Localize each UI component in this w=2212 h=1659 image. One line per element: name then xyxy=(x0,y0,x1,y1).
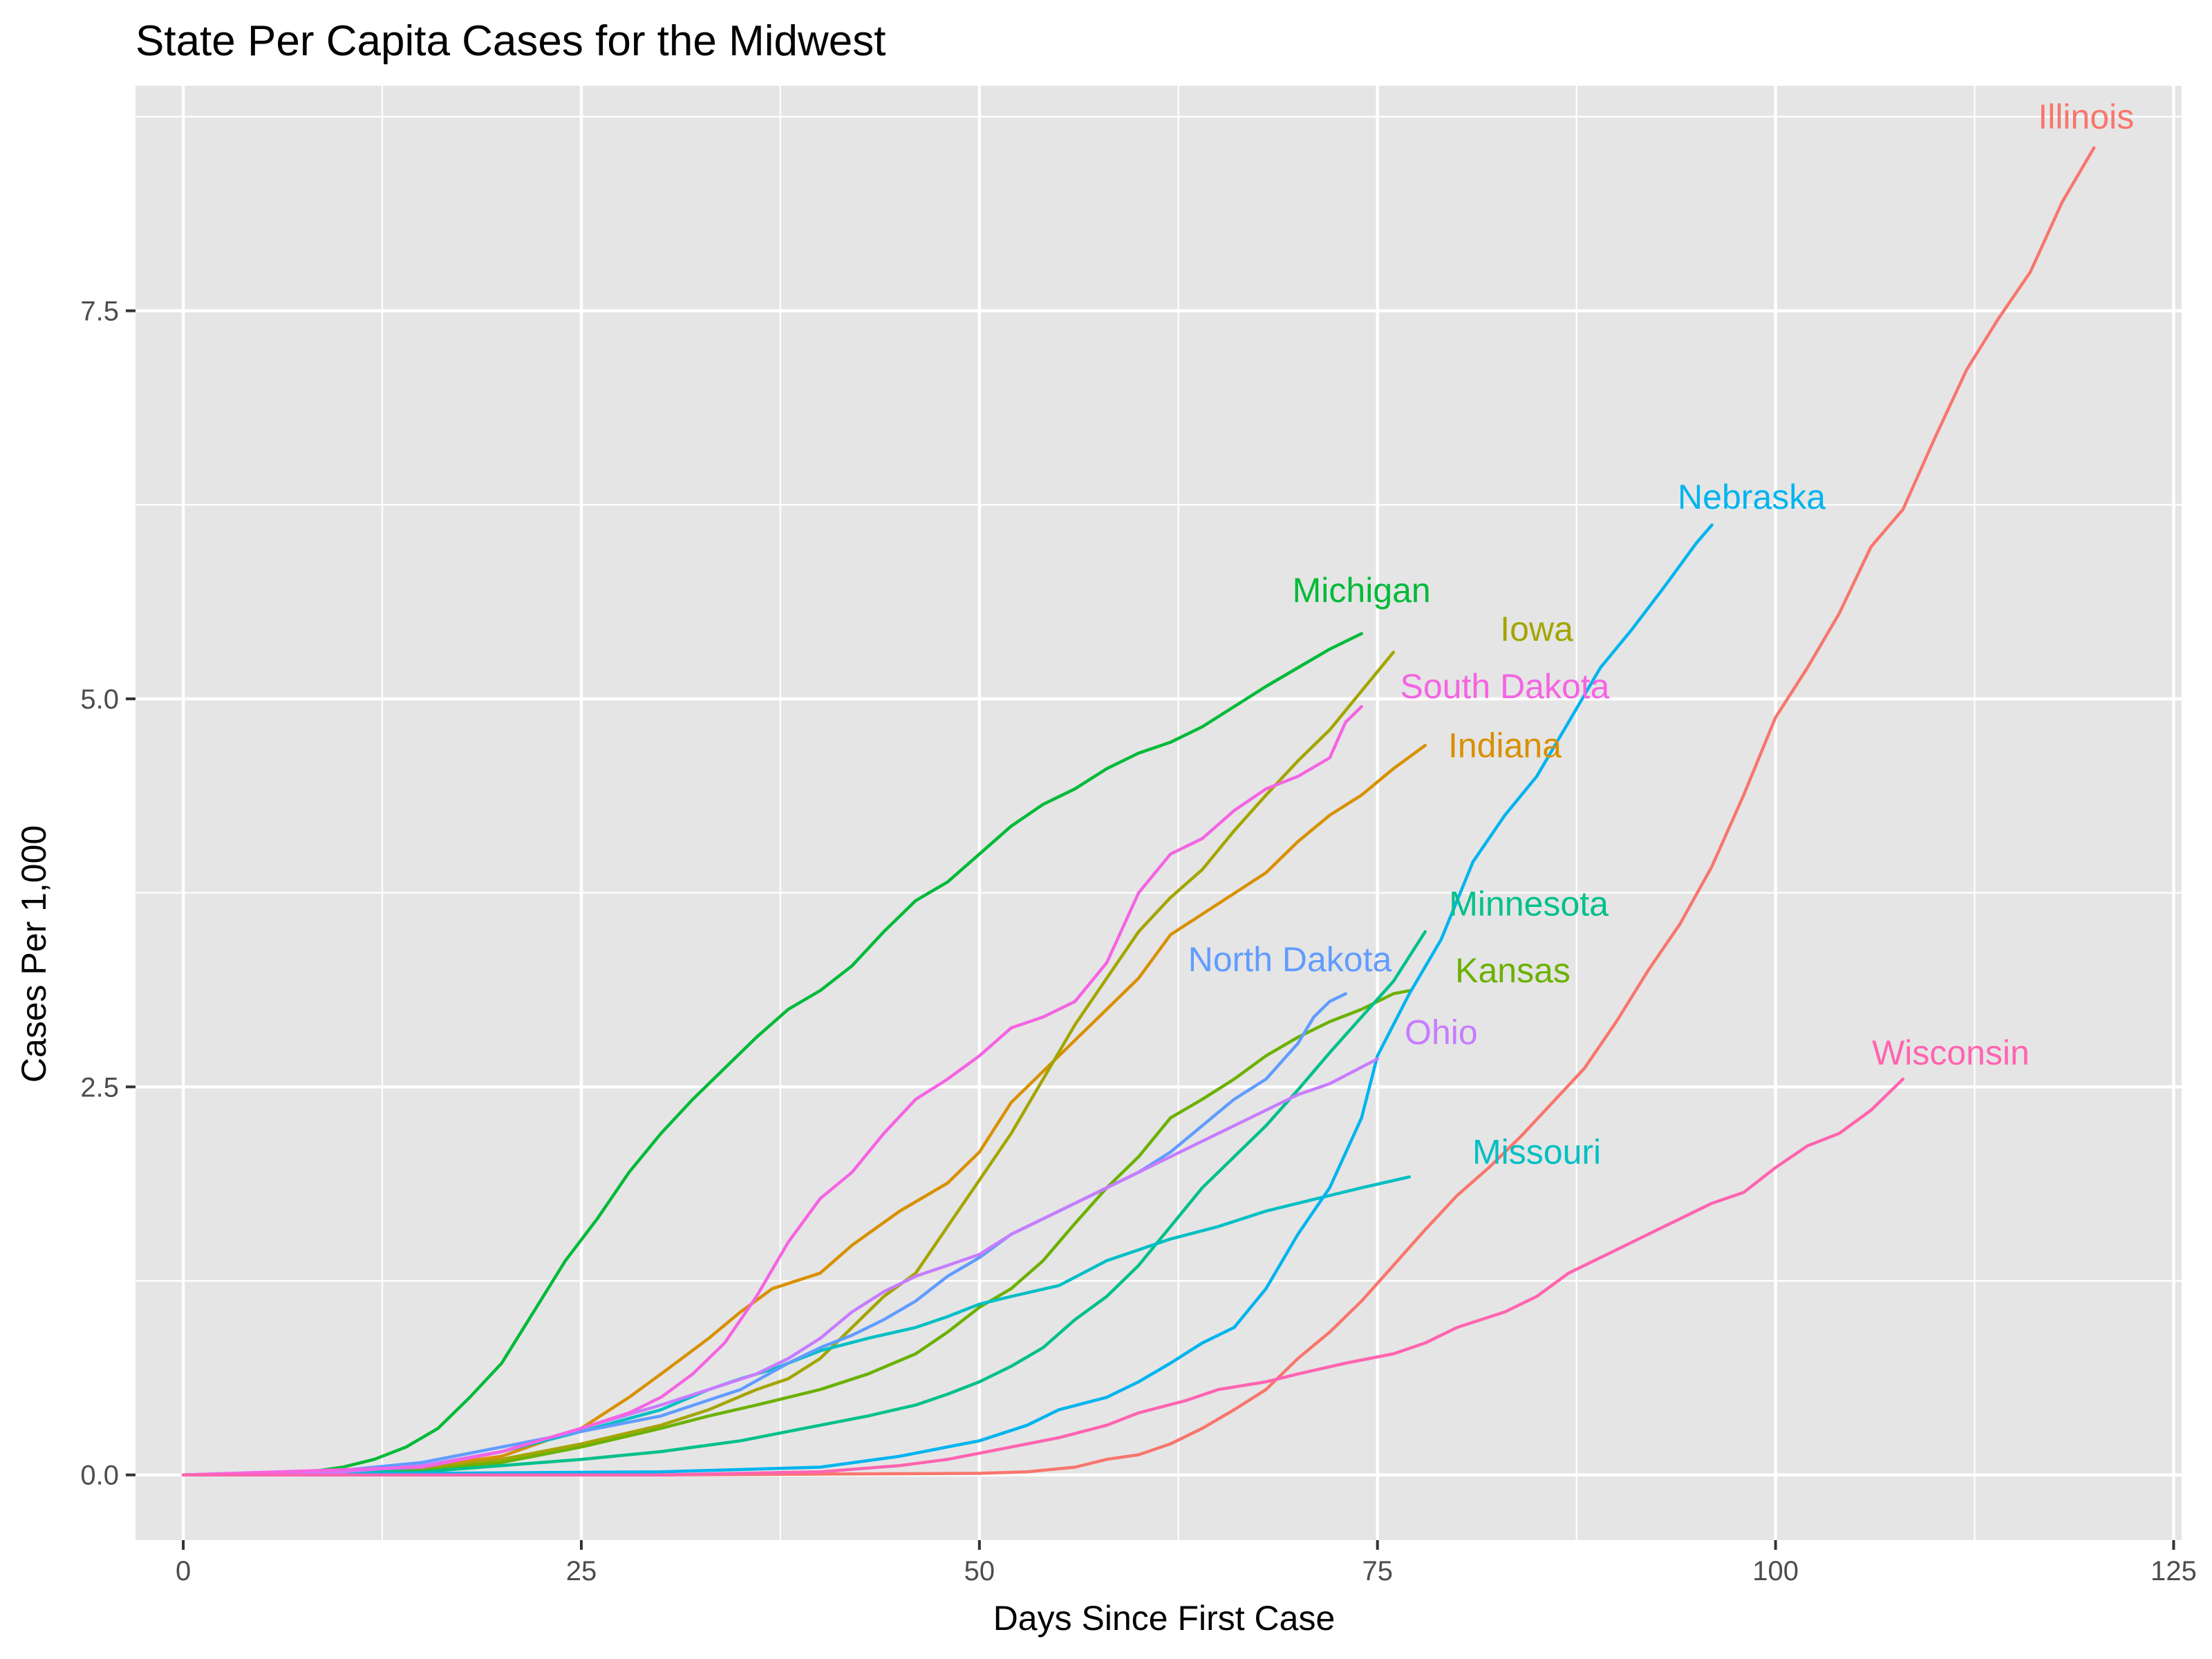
series-line-iowa xyxy=(181,650,1396,1477)
plot-panel xyxy=(135,86,2182,1540)
series-line-kansas xyxy=(181,988,1412,1477)
series-lines xyxy=(181,146,2096,1477)
grid-lines xyxy=(135,86,2182,1540)
series-label-michigan: Michigan xyxy=(1293,571,1431,610)
chart-title: State Per Capita Cases for the Midwest xyxy=(135,17,885,65)
series-labels: Illinois Indiana Iowa Kansas Michigan Minneso… xyxy=(1188,97,2135,1172)
series-label-nebraska: Nebraska xyxy=(1678,478,1826,516)
x-tick-label: 75 xyxy=(1362,1556,1393,1586)
series-label-north-dakota: North Dakota xyxy=(1188,940,1392,979)
x-tick-label: 125 xyxy=(2150,1556,2197,1586)
series-line-north-dakota xyxy=(181,992,1347,1477)
series-label-missouri: Missouri xyxy=(1472,1133,1601,1172)
series-label-indiana: Indiana xyxy=(1448,726,1562,765)
axis-tick-labels: 0 25 50 75 100 125 0.0 2.5 5.0 7.5 xyxy=(80,297,2196,1586)
x-tick-label: 50 xyxy=(964,1556,995,1586)
y-axis-title: Cases Per 1,000 xyxy=(15,825,53,1082)
y-tick-label: 0.0 xyxy=(80,1461,119,1491)
series-label-minnesota: Minnesota xyxy=(1449,884,1609,923)
series-line-nebraska xyxy=(181,523,1714,1477)
series-line-wisconsin xyxy=(181,1077,1905,1477)
series-label-ohio: Ohio xyxy=(1405,1013,1478,1052)
x-tick-label: 100 xyxy=(1752,1556,1799,1586)
y-tick-label: 2.5 xyxy=(80,1072,119,1103)
series-label-illinois: Illinois xyxy=(2038,97,2134,136)
series-label-kansas: Kansas xyxy=(1455,951,1571,990)
x-axis-title: Days Since First Case xyxy=(993,1599,1335,1638)
series-label-south-dakota: South Dakota xyxy=(1400,667,1610,706)
series-line-illinois xyxy=(181,146,2096,1477)
series-line-michigan xyxy=(181,632,1363,1477)
series-label-iowa: Iowa xyxy=(1500,610,1573,648)
series-label-wisconsin: Wisconsin xyxy=(1872,1033,2030,1072)
axis-ticks xyxy=(126,309,2175,1550)
x-tick-label: 25 xyxy=(566,1556,597,1586)
y-tick-label: 5.0 xyxy=(80,684,119,715)
series-line-south-dakota xyxy=(181,704,1363,1477)
x-tick-label: 0 xyxy=(176,1556,191,1586)
series-line-indiana xyxy=(181,744,1427,1477)
y-tick-label: 7.5 xyxy=(80,297,119,327)
